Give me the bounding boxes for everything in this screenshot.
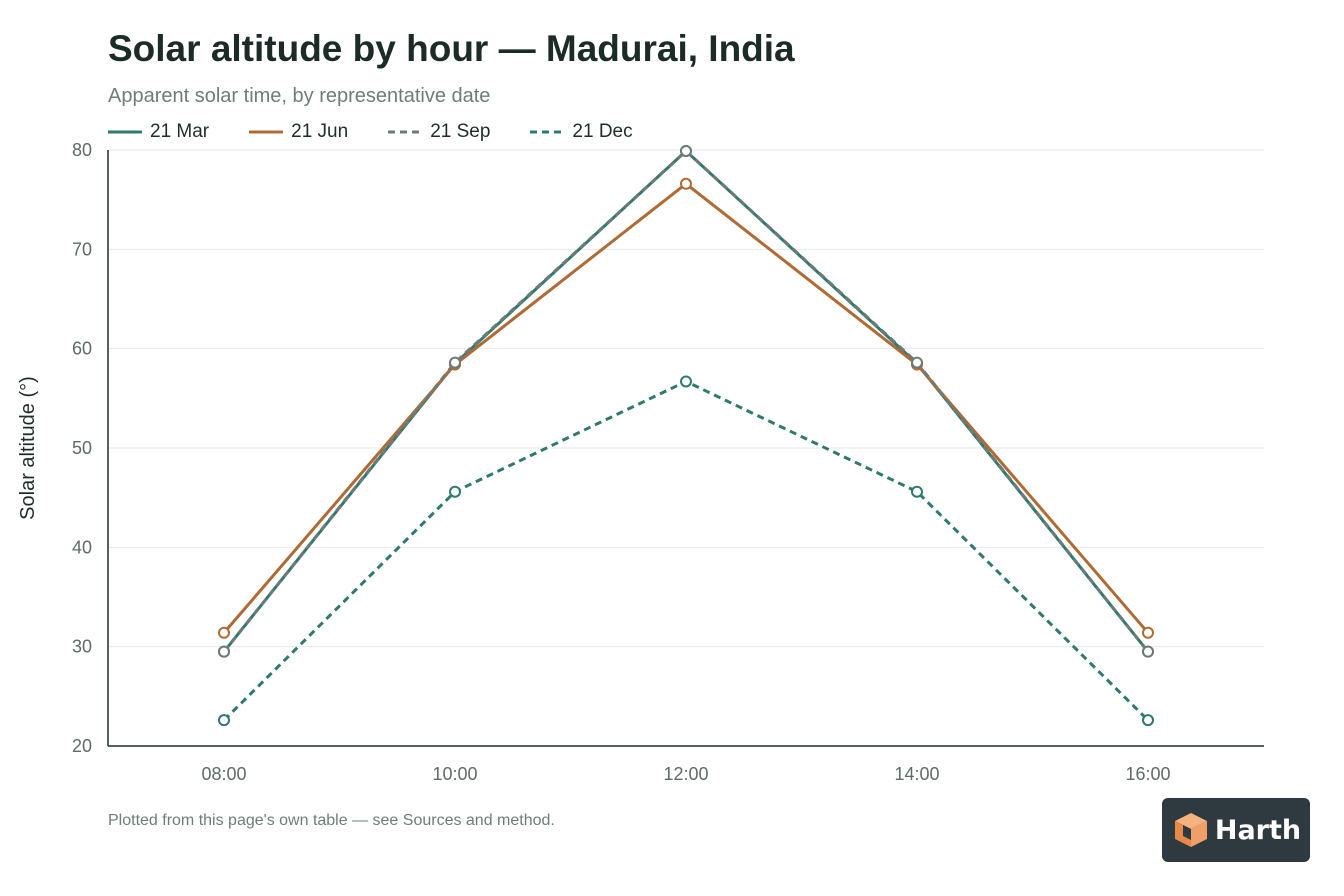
footnote: Plotted from this page's own table — see… xyxy=(108,812,555,829)
axes xyxy=(107,150,1264,747)
legend-label: 21 Dec xyxy=(572,121,633,142)
data-point[interactable] xyxy=(218,645,230,658)
series-line xyxy=(222,149,1150,653)
data-point[interactable] xyxy=(1142,714,1154,727)
data-point[interactable] xyxy=(449,356,461,369)
legend: 21 Mar 21 Jun 21 Sep 21 Dec xyxy=(108,118,673,146)
legend-item[interactable]: 21 Sep xyxy=(388,121,490,143)
legend-swatch xyxy=(108,130,142,134)
series-line xyxy=(222,149,1150,653)
y-tick-label: 40 xyxy=(72,537,92,557)
tick-labels: 20 30 40 50 60 70 80 08:00 10:00 12:00 14:00 16:00 S… xyxy=(17,140,1171,784)
data-point[interactable] xyxy=(1142,626,1154,639)
data-point[interactable] xyxy=(218,714,230,727)
legend-swatch xyxy=(249,130,284,134)
data-point[interactable] xyxy=(680,177,692,190)
x-tick-label: 08:00 xyxy=(201,764,246,784)
legend-swatch xyxy=(388,130,423,134)
legend-item[interactable]: 21 Jun xyxy=(249,121,348,143)
data-point[interactable] xyxy=(1142,645,1154,658)
grid-lines xyxy=(108,149,1264,648)
chart-title: Solar altitude by hour — Madurai, India xyxy=(108,28,795,69)
legend-swatch xyxy=(530,130,565,134)
legend-label: 21 Mar xyxy=(150,121,210,142)
data-point[interactable] xyxy=(680,144,692,157)
x-tick-label: 14:00 xyxy=(894,764,939,784)
x-tick-label: 12:00 xyxy=(663,764,708,784)
chart-subtitle: Apparent solar time, by representative d… xyxy=(108,85,491,107)
legend-item[interactable]: 21 Dec xyxy=(530,121,633,143)
x-tick-label: 16:00 xyxy=(1125,764,1170,784)
legend-label: 21 Jun xyxy=(291,121,349,142)
series-line xyxy=(222,182,1150,634)
series-21-dec xyxy=(218,375,1154,727)
y-axis-title: Solar altitude (°) xyxy=(17,376,39,520)
series-21-mar xyxy=(218,144,1154,658)
series-21-jun xyxy=(218,177,1154,639)
y-tick-label: 60 xyxy=(72,339,92,359)
data-point[interactable] xyxy=(449,485,461,498)
x-tick-label: 10:00 xyxy=(432,764,477,784)
cube-icon xyxy=(1174,813,1207,847)
y-tick-label: 70 xyxy=(72,239,92,259)
y-tick-label: 30 xyxy=(72,637,92,657)
y-tick-label: 50 xyxy=(72,438,92,458)
legend-label: 21 Sep xyxy=(430,121,491,142)
legend-item[interactable]: 21 Mar xyxy=(108,121,209,143)
y-tick-label: 80 xyxy=(72,140,92,160)
harth-logo[interactable]: Harth xyxy=(1162,798,1310,862)
series-lines xyxy=(218,144,1154,727)
y-tick-label: 20 xyxy=(72,736,92,756)
data-point[interactable] xyxy=(680,375,692,388)
data-point[interactable] xyxy=(911,356,923,369)
series-21-sep xyxy=(218,144,1154,658)
data-point[interactable] xyxy=(911,485,923,498)
logo-text: Harth xyxy=(1214,814,1302,846)
data-point[interactable] xyxy=(218,626,230,639)
series-line xyxy=(222,379,1150,722)
